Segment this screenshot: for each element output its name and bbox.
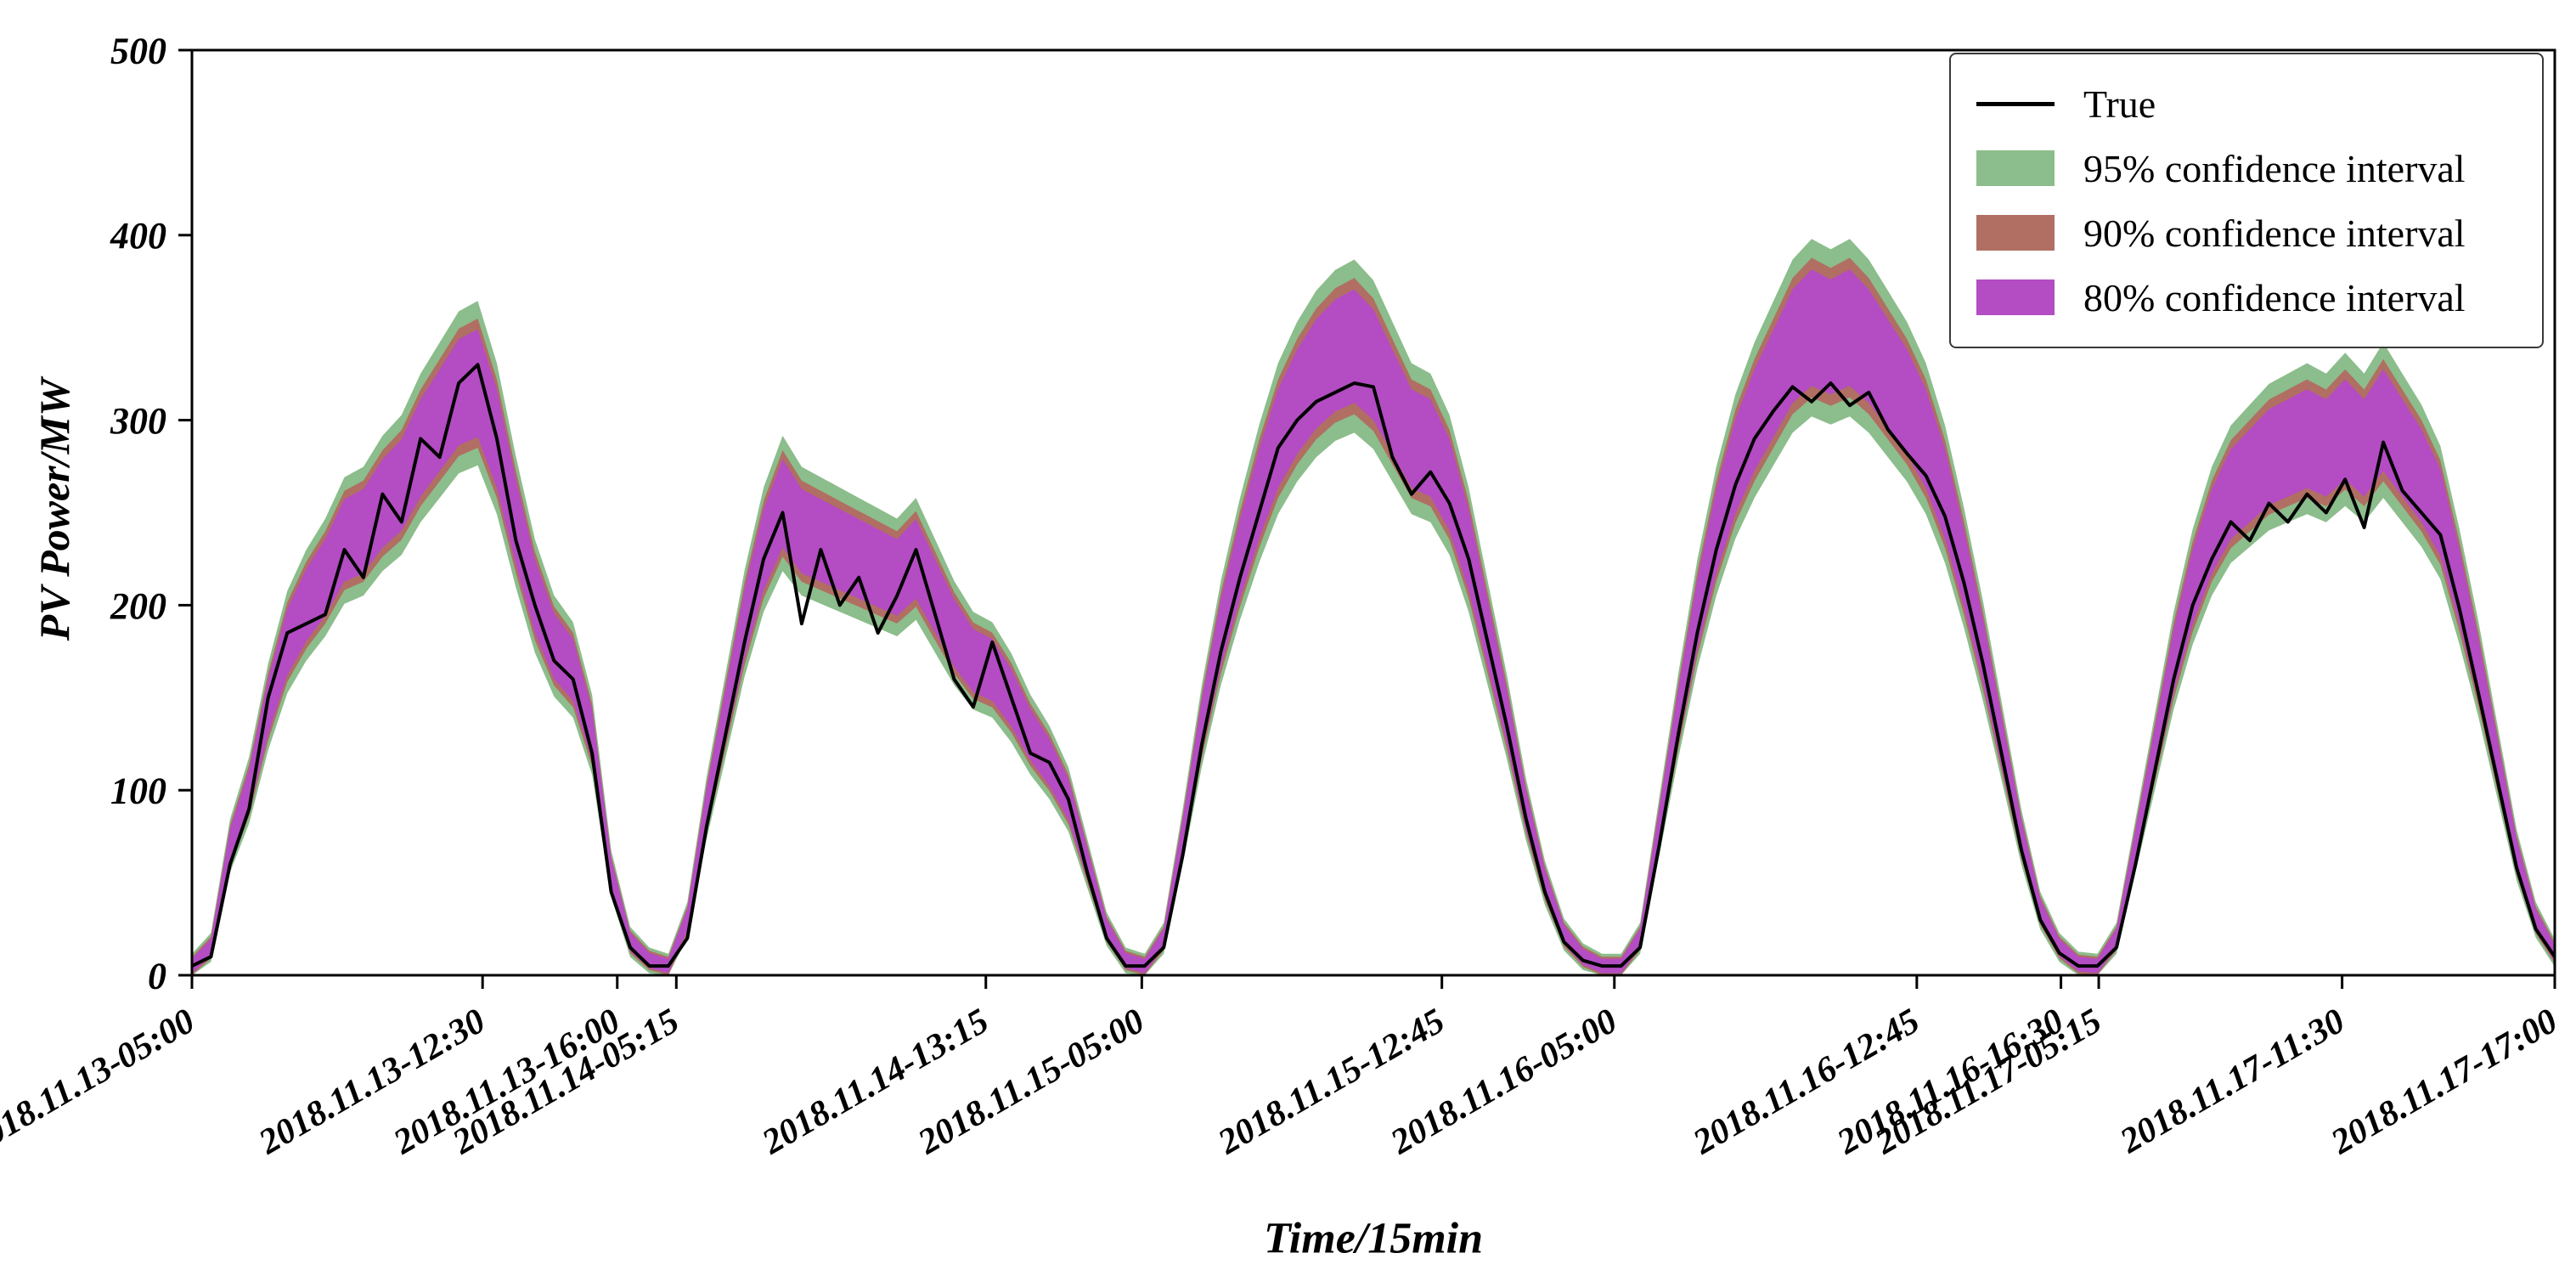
legend-label-true: True xyxy=(2083,82,2156,126)
y-tick-label: 100 xyxy=(110,771,166,812)
x-tick-label: 2018.11.13-05:00 xyxy=(0,1002,201,1163)
ci90-swatch xyxy=(1976,215,2055,251)
legend: True 95% confidence interval 90% confide… xyxy=(1949,53,2544,348)
y-tick-label: 400 xyxy=(110,215,166,257)
legend-item-true: True xyxy=(1976,71,2517,136)
y-axis-label: PV Power/MW xyxy=(31,378,78,641)
legend-label-ci80: 80% confidence interval xyxy=(2083,275,2466,319)
legend-label-ci90: 90% confidence interval xyxy=(2083,211,2466,255)
x-axis-label: Time/15min xyxy=(1263,1214,1484,1263)
y-tick-label: 0 xyxy=(148,955,166,996)
x-tick-label: 2018.11.17-11:30 xyxy=(2113,1002,2352,1162)
true-line xyxy=(191,363,2556,968)
y-tick-label: 300 xyxy=(110,400,166,442)
legend-item-ci80: 80% confidence interval xyxy=(1976,265,2517,330)
ci80-swatch xyxy=(1976,279,2055,315)
legend-item-ci90: 90% confidence interval xyxy=(1976,200,2517,265)
true-line-swatch xyxy=(1976,101,2055,106)
ci95-swatch xyxy=(1976,150,2055,186)
ci80-band xyxy=(192,269,2555,974)
x-tick-label: 2018.11.17-17:00 xyxy=(2324,1002,2564,1163)
legend-item-ci95: 95% confidence interval xyxy=(1976,136,2517,200)
legend-label-ci95: 95% confidence interval xyxy=(2083,146,2466,190)
y-tick-label: 200 xyxy=(110,585,166,627)
plot-frame xyxy=(190,48,2556,977)
y-tick-label: 500 xyxy=(110,30,166,71)
